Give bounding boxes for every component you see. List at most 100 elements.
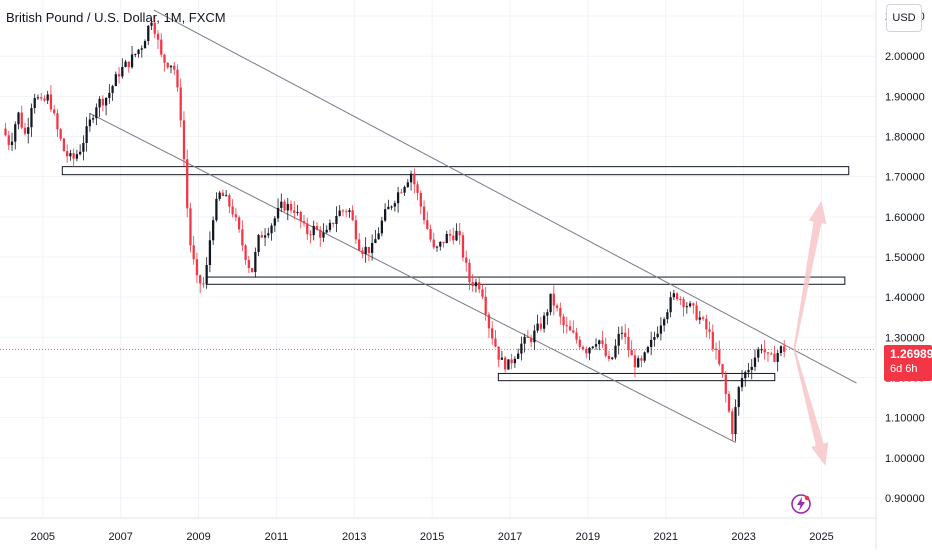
- x-tick-label: 2025: [809, 531, 833, 543]
- candle-body: [147, 25, 150, 42]
- candle-body: [776, 353, 779, 362]
- candle-body: [85, 126, 88, 143]
- candle-body: [192, 245, 195, 260]
- candle-body: [315, 225, 319, 230]
- candle-body: [66, 151, 69, 157]
- candle-body: [688, 303, 692, 307]
- candle-body: [293, 210, 296, 213]
- candle-body: [137, 49, 140, 55]
- candle-body: [306, 223, 309, 235]
- candle-body: [701, 317, 705, 319]
- candle-body: [659, 325, 663, 334]
- candle-body: [601, 340, 604, 345]
- x-tick-label: 2009: [186, 531, 210, 543]
- candle-body: [620, 332, 624, 334]
- candle-body: [231, 206, 234, 215]
- candle-body: [646, 347, 650, 353]
- candle-body: [779, 346, 783, 354]
- candle-body: [182, 120, 186, 160]
- candle-body: [59, 129, 62, 139]
- candle-body: [513, 358, 517, 364]
- candle-body: [179, 87, 182, 121]
- candle-body: [734, 407, 737, 434]
- candle-body: [575, 332, 578, 340]
- candle-body: [685, 306, 688, 308]
- candle-body: [205, 265, 208, 284]
- candle-body: [354, 220, 358, 240]
- candle-body: [539, 323, 542, 329]
- candle-body: [568, 326, 572, 331]
- candle-body: [114, 74, 117, 87]
- candle-body: [452, 235, 455, 241]
- candle-body: [72, 153, 75, 159]
- candle-body: [98, 98, 101, 108]
- x-tick-label: 2019: [576, 531, 600, 543]
- candle-body: [335, 216, 338, 224]
- bar-countdown: 6d 6h: [890, 363, 918, 375]
- candle-body: [127, 61, 130, 68]
- candle-body: [345, 211, 348, 213]
- candle-body: [88, 119, 92, 127]
- candle-body: [176, 69, 179, 88]
- candle-body: [189, 208, 192, 246]
- candle-body: [367, 246, 371, 253]
- projection-arrow: [793, 200, 827, 350]
- candle-body: [212, 220, 215, 241]
- candle-body: [371, 243, 374, 253]
- candle-body: [760, 349, 763, 351]
- candle-body: [416, 184, 419, 193]
- candle-body: [244, 245, 247, 260]
- candle-body: [474, 282, 478, 287]
- horizontal-zone: [497, 372, 776, 382]
- candle-body: [374, 239, 377, 244]
- candle-body: [296, 212, 299, 214]
- candle-body: [429, 228, 432, 240]
- candle-body: [150, 22, 153, 26]
- candle-body: [364, 246, 367, 254]
- candle-body: [312, 225, 315, 236]
- lightning-icon[interactable]: [790, 493, 812, 515]
- projection-arrow: [793, 349, 829, 466]
- candle-body: [280, 201, 283, 208]
- candle-body: [53, 109, 56, 114]
- currency-button[interactable]: USD: [886, 4, 922, 32]
- arrow-layer: [793, 200, 829, 466]
- candle-body: [727, 393, 731, 412]
- candle-body: [225, 195, 228, 197]
- candle-body: [588, 347, 591, 354]
- candle-body: [208, 240, 212, 266]
- candle-body: [82, 142, 85, 152]
- candle-body: [7, 135, 10, 145]
- candle-body: [614, 345, 617, 358]
- candle-body: [338, 210, 341, 217]
- candle-body: [708, 329, 711, 332]
- candle-body: [773, 353, 776, 362]
- candle-body: [377, 233, 380, 240]
- candle-body: [611, 357, 614, 359]
- candle-body: [403, 186, 406, 193]
- y-tick-label: 1.10000: [885, 413, 925, 425]
- y-tick-label: 1.30000: [885, 332, 925, 344]
- candle-body: [75, 154, 79, 159]
- candle-body: [406, 182, 409, 187]
- candle-body: [361, 250, 364, 254]
- candle-body: [549, 293, 552, 313]
- candle-body: [358, 239, 361, 251]
- candle-body: [448, 233, 452, 236]
- candle-body: [442, 241, 445, 244]
- candle-body: [332, 222, 335, 224]
- candle-body: [439, 241, 442, 247]
- candle-body: [348, 210, 351, 213]
- candle-body: [195, 259, 199, 276]
- candle-body: [565, 325, 568, 327]
- y-tick-label: 0.90000: [885, 493, 925, 505]
- candle-body: [747, 370, 750, 373]
- candle-body: [763, 349, 766, 353]
- candle-body: [737, 387, 740, 408]
- candle-body: [202, 283, 205, 285]
- candle-body: [218, 192, 221, 199]
- candle-body: [770, 353, 773, 355]
- candle-body: [546, 312, 549, 316]
- candle-body: [455, 230, 458, 241]
